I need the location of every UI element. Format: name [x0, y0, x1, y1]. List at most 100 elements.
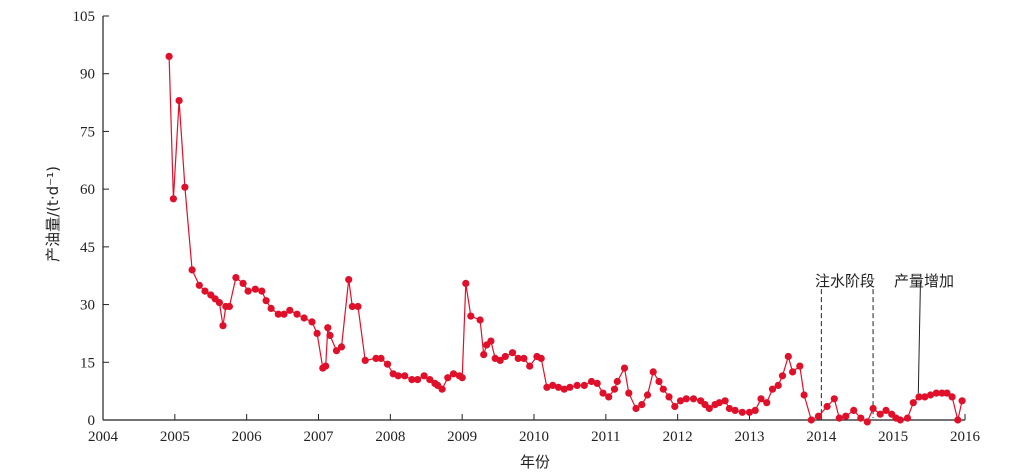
data-point — [789, 368, 797, 376]
data-point — [501, 352, 509, 361]
data-point — [863, 418, 871, 426]
data-point — [239, 279, 247, 287]
data-point — [926, 391, 935, 399]
data-point — [300, 314, 308, 322]
data-point — [377, 354, 385, 362]
data-point — [671, 402, 679, 411]
data-point — [665, 393, 673, 401]
data-point — [313, 329, 321, 337]
data-point — [401, 372, 409, 380]
data-point — [682, 395, 690, 403]
data-point — [420, 372, 428, 380]
data-point — [882, 406, 890, 414]
data-point — [215, 299, 223, 307]
data-point — [165, 52, 173, 61]
data-point — [520, 354, 528, 362]
data-point — [554, 383, 563, 391]
data-point — [188, 266, 196, 274]
y-axis-title: 产油量/(t·d⁻¹) — [44, 166, 62, 262]
x-tick-label: 2014 — [806, 429, 837, 445]
data-point — [857, 414, 865, 422]
data-point — [721, 397, 729, 405]
data-point — [638, 401, 646, 409]
data-point — [800, 391, 808, 399]
data-point — [587, 377, 596, 386]
data-point — [921, 393, 929, 401]
data-point — [599, 389, 607, 397]
data-point — [308, 318, 316, 326]
x-tick-label: 2013 — [735, 429, 765, 445]
data-point — [757, 395, 765, 403]
data-point — [915, 393, 923, 401]
data-point — [496, 356, 504, 364]
data-point — [293, 310, 301, 318]
data-point — [643, 391, 652, 399]
data-point — [280, 310, 288, 318]
data-point — [201, 287, 209, 295]
data-point — [958, 397, 966, 405]
data-point — [361, 356, 369, 364]
data-point — [751, 406, 759, 414]
data-point — [676, 397, 685, 405]
data-point — [232, 274, 240, 282]
y-tick-label: 60 — [80, 182, 95, 198]
x-tick-label: 2006 — [232, 429, 263, 445]
data-point — [715, 399, 723, 407]
data-point — [768, 385, 777, 393]
series-line — [168, 56, 963, 423]
data-point — [462, 279, 470, 287]
data-point — [326, 331, 334, 339]
x-axis-ticks: 2004 2005 2006 2007 2008 2009 2010 2011 2012 2013… — [88, 414, 981, 445]
data-point — [560, 385, 568, 393]
x-tick-label: 2012 — [663, 429, 693, 445]
data-point — [593, 379, 601, 387]
data-point — [738, 408, 746, 416]
data-point — [251, 285, 259, 293]
data-point — [322, 362, 330, 370]
data-point — [938, 389, 946, 397]
annotation-lines — [820, 281, 921, 418]
x-tick-label: 2016 — [950, 429, 981, 445]
data-point — [286, 306, 294, 314]
data-point — [632, 404, 640, 413]
data-point — [909, 399, 917, 407]
data-point — [807, 416, 815, 424]
data-point — [745, 408, 754, 416]
data-point — [414, 376, 422, 384]
data-point — [948, 393, 956, 401]
data-point — [903, 414, 912, 422]
y-tick-label: 0 — [88, 413, 96, 429]
data-point — [458, 374, 466, 382]
data-point — [896, 416, 904, 424]
data-point — [444, 374, 452, 382]
data-point — [526, 362, 534, 370]
x-tick-label: 2007 — [304, 429, 335, 445]
data-point — [659, 385, 667, 393]
data-point — [954, 416, 962, 424]
data-point — [605, 393, 613, 401]
data-point — [549, 381, 557, 389]
data-point — [774, 381, 782, 389]
data-point — [438, 385, 446, 393]
data-point — [372, 354, 380, 362]
data-point — [244, 287, 252, 295]
data-point — [225, 302, 233, 311]
x-tick-label: 2015 — [878, 429, 908, 445]
data-point — [508, 349, 517, 357]
data-point — [620, 364, 629, 372]
data-point — [262, 297, 270, 305]
x-axis-title: 年份 — [520, 453, 550, 471]
data-point — [573, 381, 581, 389]
series-points-group — [165, 52, 966, 426]
data-point — [476, 316, 484, 324]
data-point — [267, 304, 275, 312]
data-point — [543, 383, 551, 391]
y-axis-ticks: 0 15 30 45 60 75 90 105 — [73, 9, 109, 429]
data-point — [613, 377, 621, 386]
x-tick-label: 2008 — [375, 429, 405, 445]
data-point — [449, 370, 458, 378]
y-tick-label: 45 — [80, 240, 95, 256]
data-point — [869, 404, 877, 413]
data-point — [354, 302, 362, 311]
